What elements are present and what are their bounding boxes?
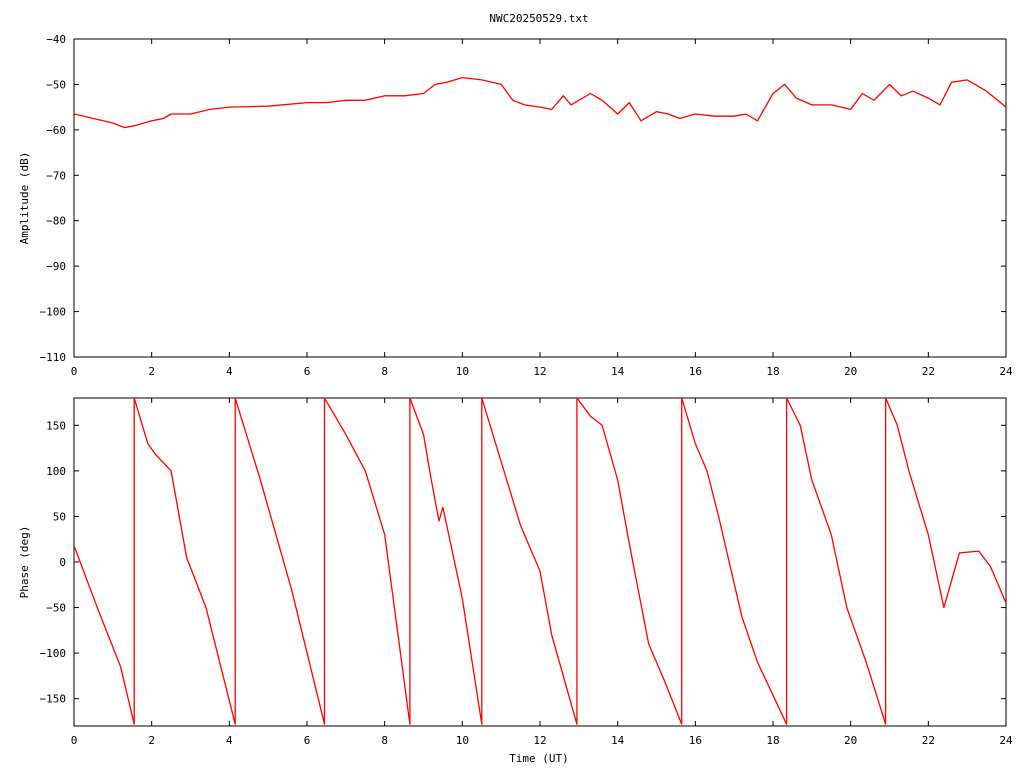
y-tick-label: −50	[46, 78, 66, 91]
x-tick-label: 20	[844, 365, 857, 378]
x-tick-label: 24	[999, 365, 1013, 378]
chart-title: NWC20250529.txt	[489, 12, 588, 25]
x-tick-label: 18	[766, 365, 779, 378]
x-tick-label: 22	[922, 734, 935, 747]
y-tick-label: −150	[40, 693, 67, 706]
amplitude-y-axis-label: Amplitude (dB)	[18, 152, 31, 245]
x-tick-label: 24	[999, 734, 1013, 747]
x-tick-label: 10	[456, 365, 469, 378]
x-tick-label: 6	[304, 734, 311, 747]
amplitude-axis-ticks: 0 2 4 6 8 10 12 14 16 18 20 22 24−110−100−90−80−70−6…	[40, 33, 1013, 378]
y-tick-label: 0	[59, 556, 66, 569]
amplitude-series-line	[74, 76, 1006, 129]
y-tick-label: 50	[53, 510, 66, 523]
x-tick-label: 0	[71, 734, 78, 747]
y-tick-label: −100	[40, 647, 67, 660]
y-tick-label: −80	[46, 215, 66, 228]
y-tick-label: −40	[46, 33, 66, 46]
phase-series-line	[74, 398, 1006, 725]
x-tick-label: 14	[611, 365, 625, 378]
x-tick-label: 8	[381, 365, 388, 378]
y-tick-label: 100	[46, 465, 66, 478]
x-tick-label: 22	[922, 365, 935, 378]
x-tick-label: 8	[381, 734, 388, 747]
x-tick-label: 16	[689, 734, 702, 747]
phase-plot-frame	[73, 397, 1007, 727]
x-tick-label: 20	[844, 734, 857, 747]
x-tick-label: 16	[689, 365, 702, 378]
x-tick-label: 4	[226, 365, 233, 378]
y-tick-label: −90	[46, 260, 66, 273]
x-tick-label: 18	[766, 734, 779, 747]
x-tick-label: 4	[226, 734, 233, 747]
x-tick-label: 12	[533, 365, 546, 378]
x-tick-label: 10	[456, 734, 469, 747]
x-tick-label: 2	[148, 365, 155, 378]
x-tick-label: 0	[71, 365, 78, 378]
amplitude-plot-frame	[73, 38, 1007, 358]
y-tick-label: −50	[46, 602, 66, 615]
amplitude-panel: Amplitude (dB) 0 2 4 6 8 10 12 14 16 18 20 22 24−110…	[18, 33, 1013, 378]
y-tick-label: −60	[46, 124, 66, 137]
phase-panel: Phase (deg) Time (UT) 0 2 4 6 8 10 12 14 16 18 20 2…	[18, 397, 1013, 765]
phase-axis-ticks: 0 2 4 6 8 10 12 14 16 18 20 22 24−150−100−5005010015…	[40, 398, 1013, 747]
phase-y-axis-label: Phase (deg)	[18, 526, 31, 599]
x-axis-label: Time (UT)	[509, 752, 569, 765]
x-tick-label: 2	[148, 734, 155, 747]
x-tick-label: 6	[304, 365, 311, 378]
x-tick-label: 12	[533, 734, 546, 747]
y-tick-label: −110	[40, 351, 67, 364]
y-tick-label: −100	[40, 306, 67, 319]
x-tick-label: 14	[611, 734, 625, 747]
y-tick-label: −70	[46, 169, 66, 182]
y-tick-label: 150	[46, 419, 66, 432]
